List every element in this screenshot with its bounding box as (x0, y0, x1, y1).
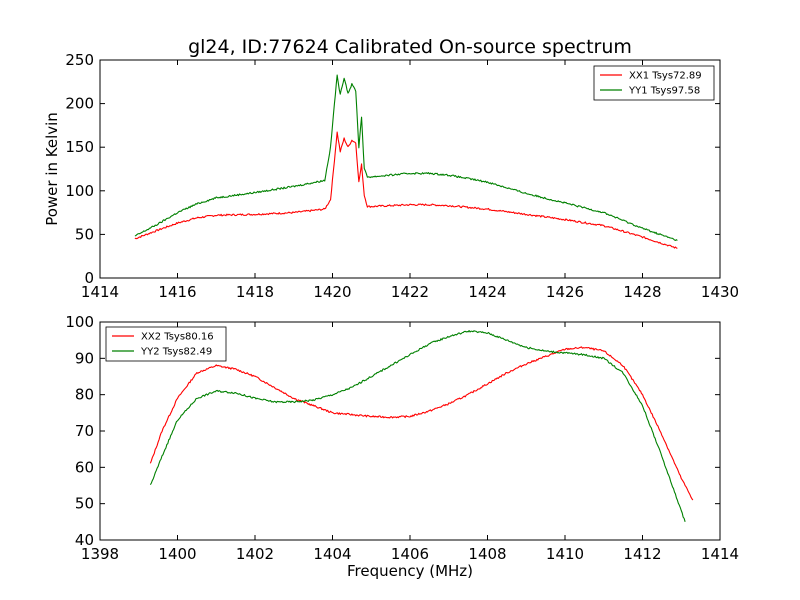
bottom-series-line-1 (149, 329, 686, 522)
top-x-tick-label: 1414 (81, 283, 119, 301)
bottom-x-axis-label: Frequency (MHz) (347, 562, 473, 580)
top-x-tick-label: 1424 (468, 283, 506, 301)
bottom-x-tick-label: 1398 (81, 545, 119, 563)
bottom-x-tick-label: 1406 (391, 545, 429, 563)
top-legend-label-xx1: XX1 Tsys72.89 (629, 71, 702, 82)
bottom-legend-label-yy2: YY2 Tsys82.49 (140, 347, 212, 358)
top-x-tick-label: 1422 (391, 283, 429, 301)
figure-title: gl24, ID:77624 Calibrated On-source spec… (188, 36, 632, 58)
top-x-tick-label: 1430 (701, 283, 739, 301)
bottom-legend-box (105, 326, 227, 362)
top-x-tick-label: 1426 (546, 283, 584, 301)
bottom-y-tick-label: 70 (75, 422, 94, 440)
bottom-y-tick-label: 80 (75, 386, 94, 404)
top-x-tick-label: 1418 (236, 283, 274, 301)
top-y-tick-label: 100 (65, 182, 94, 200)
top-y-axis-label: Power in Kelvin (43, 112, 61, 226)
top-y-tick-label: 250 (65, 51, 94, 69)
bottom-series-group (149, 329, 694, 522)
top-y-axis: 0 50 100 150 200 250 (65, 51, 720, 287)
bottom-x-tick-label: 1414 (701, 545, 739, 563)
bottom-legend: XX2 Tsys80.16 YY2 Tsys82.49 (105, 326, 227, 362)
top-panel: 1414 1416 1418 1420 1422 1424 1426 1428 1430 0 50… (43, 51, 739, 301)
top-y-tick-label: 0 (84, 269, 94, 287)
top-y-tick-label: 200 (65, 95, 94, 113)
top-x-tick-label: 1420 (313, 283, 351, 301)
top-series-line-0 (134, 131, 678, 249)
top-legend-label-yy1: YY1 Tsys97.58 (628, 86, 700, 97)
bottom-plot-frame (99, 321, 721, 541)
bottom-y-tick-label: 60 (75, 458, 94, 476)
top-x-tick-label: 1416 (158, 283, 196, 301)
top-series-group (134, 74, 678, 249)
bottom-y-tick-label: 90 (75, 349, 94, 367)
bottom-y-tick-label: 40 (75, 531, 94, 549)
bottom-x-tick-label: 1408 (468, 545, 506, 563)
bottom-x-axis: 1398 1400 1402 1404 1406 1408 1410 1412 1414 (81, 322, 739, 563)
bottom-x-tick-label: 1404 (313, 545, 351, 563)
top-y-tick-label: 50 (75, 225, 94, 243)
bottom-series-line-0 (149, 346, 694, 501)
bottom-y-axis: 40 50 60 70 80 90 100 (65, 313, 720, 549)
bottom-x-tick-label: 1410 (546, 545, 584, 563)
bottom-y-tick-label: 50 (75, 495, 94, 513)
top-legend: XX1 Tsys72.89 YY1 Tsys97.58 (593, 65, 715, 101)
top-series-line-1 (134, 74, 678, 241)
bottom-x-tick-label: 1400 (158, 545, 196, 563)
bottom-panel: 1398 1400 1402 1404 1406 1408 1410 1412 1414 40 5… (65, 313, 739, 580)
bottom-x-tick-label: 1402 (236, 545, 274, 563)
bottom-x-tick-label: 1412 (623, 545, 661, 563)
bottom-legend-label-xx2: XX2 Tsys80.16 (141, 332, 214, 343)
top-x-tick-label: 1428 (623, 283, 661, 301)
top-x-axis: 1414 1416 1418 1420 1422 1424 1426 1428 1430 (81, 60, 739, 301)
top-y-tick-label: 150 (65, 138, 94, 156)
bottom-y-tick-label: 100 (65, 313, 94, 331)
top-legend-box (593, 65, 715, 101)
top-plot-frame (99, 59, 721, 279)
